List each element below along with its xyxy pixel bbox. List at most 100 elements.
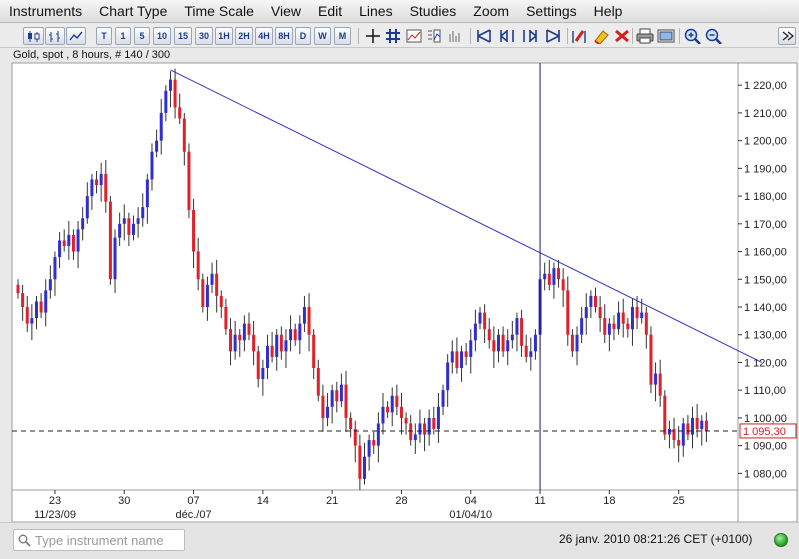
candle-body — [44, 290, 48, 313]
candle-body — [261, 368, 265, 380]
scroll-right-button[interactable] — [543, 27, 563, 45]
candle-body — [524, 345, 528, 357]
study-overlay-button[interactable] — [425, 27, 443, 45]
candle-body — [95, 179, 99, 185]
line-chart-icon — [69, 31, 83, 40]
price-chart[interactable]: 1 080,00 1 090,00 1 100,00 1 110,00 1 120,00… — [0, 0, 799, 522]
candle-body — [473, 323, 477, 341]
candle-body — [39, 301, 43, 313]
chart-title: Gold, spot , 8 hours, # 140 / 300 — [13, 49, 171, 61]
instrument-search-input[interactable] — [35, 532, 181, 548]
study-disabled-button[interactable] — [446, 27, 464, 45]
candlestick-chart-button[interactable] — [23, 27, 44, 45]
zoom-out-icon — [705, 28, 722, 44]
candle-body — [58, 240, 62, 258]
timescale-m-button[interactable]: M — [334, 27, 351, 45]
menu-chart-type[interactable]: Chart Type — [99, 2, 168, 19]
menu-edit[interactable]: Edit — [317, 2, 343, 19]
candle-body — [62, 240, 66, 246]
print-icon — [636, 28, 654, 44]
candle-body — [691, 417, 695, 435]
candle-body — [432, 417, 436, 429]
zoom-in-button[interactable] — [683, 27, 703, 45]
menu-time-scale[interactable]: Time Scale — [184, 2, 254, 19]
zoom-out-button[interactable] — [704, 27, 724, 45]
timescale-8h-button[interactable]: 8H — [275, 27, 293, 45]
candle-body — [580, 318, 584, 335]
x-axis-tick-label: 11 — [534, 495, 545, 507]
bar-chart-button[interactable] — [45, 27, 65, 45]
y-axis-tick-label: 1 180,00 — [744, 191, 787, 203]
y-axis-tick-label: 1 220,00 — [744, 80, 787, 92]
candle-body — [275, 334, 279, 357]
x-axis-tick-label: 07 — [187, 495, 199, 507]
candle-body — [626, 323, 630, 330]
instrument-search-box[interactable] — [13, 529, 185, 551]
candle-body — [205, 284, 209, 307]
menu-lines[interactable]: Lines — [359, 2, 393, 19]
y-axis-tick-label: 1 140,00 — [744, 302, 787, 314]
candle-body — [598, 307, 602, 319]
candle-body — [67, 234, 71, 246]
candle-body — [242, 323, 246, 341]
candle-body — [436, 406, 440, 429]
candle-body — [326, 406, 330, 418]
candle-body — [681, 423, 685, 446]
axis-corner — [737, 489, 798, 522]
timescale-30-button[interactable]: 30 — [195, 27, 213, 45]
x-axis-date-label: 01/04/10 — [449, 509, 492, 521]
study-button[interactable] — [405, 27, 423, 45]
crosshair-button[interactable] — [364, 27, 382, 45]
timescale-2h-button[interactable]: 2H — [235, 27, 253, 45]
candle-body — [71, 234, 75, 252]
candle-body — [247, 323, 251, 335]
delete-lines-button[interactable] — [612, 27, 632, 45]
candle-body — [302, 307, 306, 324]
candle-body — [279, 334, 283, 352]
timescale-10-button[interactable]: 10 — [153, 27, 171, 45]
scroll-left-slow-button[interactable] — [497, 27, 517, 45]
menu-settings[interactable]: Settings — [526, 2, 577, 19]
menu-zoom[interactable]: Zoom — [473, 2, 510, 19]
grid-button[interactable] — [384, 27, 402, 45]
candle-body — [284, 340, 288, 352]
timescale-1-button[interactable]: 1 — [115, 27, 131, 45]
y-axis-tick-label: 1 150,00 — [744, 274, 787, 286]
plot-area[interactable] — [11, 62, 739, 491]
timescale-4h-button[interactable]: 4H — [255, 27, 273, 45]
timescale-w-button[interactable]: W — [314, 27, 331, 45]
scroll-right-slow-button[interactable] — [520, 27, 540, 45]
candle-body — [667, 429, 671, 435]
timescale-t-button[interactable]: T — [96, 27, 112, 45]
status-clock: 26 janv. 2010 08:21:26 CET (+0100) — [559, 532, 753, 546]
magnet-button[interactable] — [570, 27, 590, 45]
menu-studies[interactable]: Studies — [409, 2, 457, 19]
menu-help[interactable]: Help — [593, 2, 623, 19]
candle-body — [455, 351, 459, 368]
print-button[interactable] — [635, 27, 655, 45]
menu-instruments[interactable]: Instruments — [9, 2, 83, 19]
eraser-button[interactable] — [591, 27, 611, 45]
candle-body — [265, 345, 269, 368]
candle-body — [76, 229, 80, 252]
candle-body — [118, 223, 122, 238]
candle-body — [501, 334, 505, 352]
candle-body — [363, 456, 366, 479]
timescale-15-button[interactable]: 15 — [174, 27, 192, 45]
line-chart-button[interactable] — [66, 27, 86, 45]
candle-body — [335, 390, 339, 402]
scroll-left-button[interactable] — [474, 27, 494, 45]
candle-body — [155, 140, 159, 152]
candle-body — [34, 301, 38, 319]
candle-body — [607, 323, 611, 335]
y-axis-tick-label: 1 100,00 — [744, 413, 787, 425]
timescale-d-button[interactable]: D — [295, 27, 311, 45]
trend-line[interactable] — [170, 69, 763, 363]
expand-button[interactable] — [778, 27, 796, 45]
menu-view[interactable]: View — [270, 2, 301, 19]
timescale-5-button[interactable]: 5 — [134, 27, 150, 45]
y-axis-tick-label: 1 210,00 — [744, 108, 787, 120]
save-image-button[interactable] — [656, 27, 676, 45]
candle-body — [515, 318, 519, 335]
timescale-1h-button[interactable]: 1H — [215, 27, 233, 45]
